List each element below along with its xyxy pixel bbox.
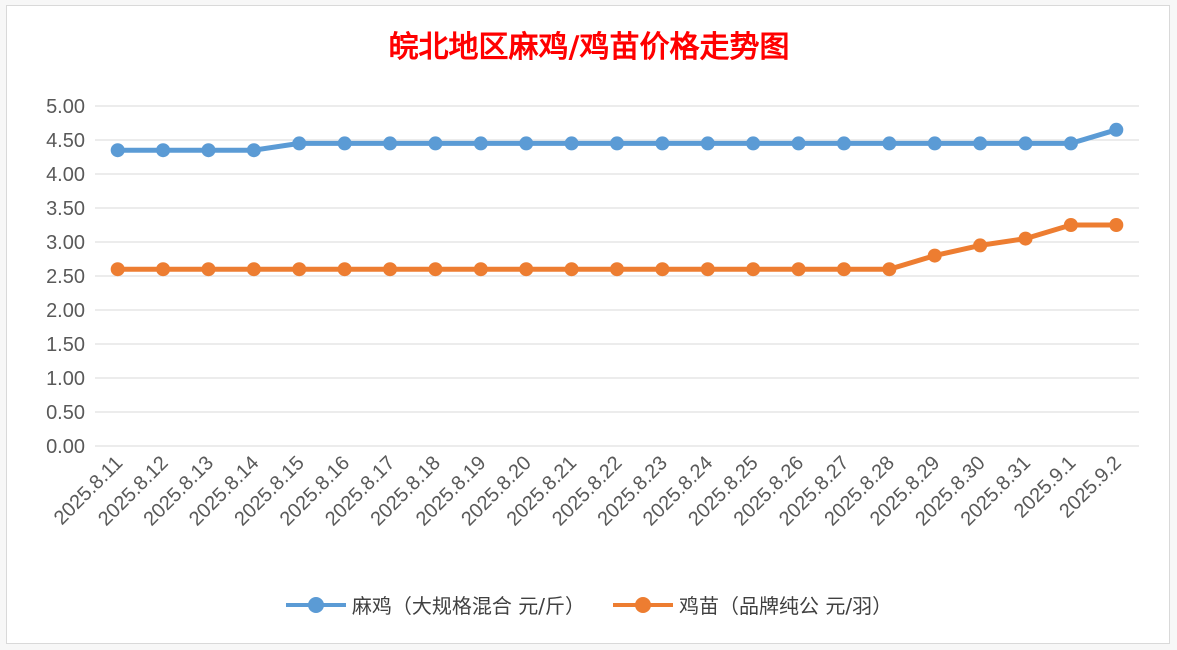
- data-point: [927, 248, 942, 263]
- data-point: [610, 136, 624, 151]
- y-tick-label: 4.00: [46, 164, 85, 186]
- legend-swatch-ma-ji: [285, 596, 346, 613]
- data-point: [791, 262, 806, 277]
- series-lines: [110, 122, 1124, 277]
- data-point: [836, 136, 851, 151]
- data-point: [383, 136, 398, 151]
- series-0: [110, 122, 1124, 158]
- data-point: [383, 262, 398, 277]
- data-point: [1109, 218, 1124, 232]
- data-point: [156, 143, 171, 158]
- data-point: [337, 262, 352, 277]
- y-tick-label: 0.50: [46, 402, 85, 424]
- y-tick-label: 0.00: [46, 436, 85, 458]
- data-point: [700, 262, 715, 277]
- data-point: [428, 136, 443, 151]
- data-point: [1109, 122, 1124, 137]
- series-1: [110, 218, 1124, 277]
- data-point: [428, 262, 443, 277]
- line-chart-plot: 0.00 0.50 1.00 1.50 2.00 2.50 3.00 3.50 4.00 4.50…: [46, 96, 1139, 530]
- data-point: [882, 136, 897, 151]
- data-point: [791, 136, 806, 151]
- data-point: [1063, 136, 1078, 151]
- data-point: [246, 143, 261, 158]
- y-tick-label: 4.50: [46, 130, 85, 152]
- data-point: [564, 262, 579, 277]
- data-point: [246, 262, 261, 277]
- chart-title: 皖北地区麻鸡/鸡苗价格走势图: [388, 30, 790, 65]
- data-point: [836, 262, 851, 277]
- data-point: [292, 136, 307, 151]
- data-point: [292, 262, 307, 277]
- chart-area[interactable]: 皖北地区麻鸡/鸡苗价格走势图 0.00 0.50 1.00 1.50 2.00 2.50 3…: [6, 5, 1170, 644]
- y-tick-label: 2.50: [46, 266, 85, 288]
- data-point: [610, 262, 624, 277]
- data-point: [655, 136, 670, 151]
- data-point: [337, 136, 352, 151]
- data-point: [882, 262, 897, 277]
- chart-legend: 麻鸡（大规格混合 元/斤） 鸡苗（品牌纯公 元/羽）: [7, 590, 1171, 619]
- y-tick-label: 1.50: [46, 334, 85, 356]
- data-point: [110, 143, 125, 158]
- data-point: [564, 136, 579, 151]
- legend-swatch-ji-miao: [613, 596, 673, 613]
- legend-item-ma-ji: 麻鸡（大规格混合 元/斤）: [285, 590, 585, 619]
- data-point: [655, 262, 670, 277]
- data-point: [973, 136, 988, 151]
- data-point: [1018, 231, 1033, 246]
- legend-label-ma-ji: 麻鸡（大规格混合 元/斤）: [351, 594, 585, 618]
- legend-label-ji-miao: 鸡苗（品牌纯公 元/羽）: [679, 594, 893, 618]
- data-point: [927, 136, 942, 151]
- y-tick-label: 3.50: [46, 198, 85, 220]
- y-tick-label: 3.00: [46, 232, 85, 254]
- data-point: [201, 143, 216, 158]
- gridlines: [95, 105, 1139, 447]
- y-axis-tick-labels: 0.00 0.50 1.00 1.50 2.00 2.50 3.00 3.50 4.00 4.50…: [46, 96, 85, 458]
- data-point: [473, 136, 488, 151]
- y-tick-label: 2.00: [46, 300, 85, 322]
- x-axis-tick-labels: 2025.8.112025.8.122025.8.132025.8.142025…: [50, 452, 1126, 530]
- data-point: [973, 238, 988, 253]
- data-point: [519, 136, 534, 151]
- data-point: [746, 136, 761, 151]
- data-point: [201, 262, 216, 277]
- data-point: [746, 262, 761, 277]
- data-point: [519, 262, 534, 277]
- legend-item-ji-miao: 鸡苗（品牌纯公 元/羽）: [613, 590, 892, 619]
- data-point: [156, 262, 171, 277]
- y-tick-label: 1.00: [46, 368, 85, 390]
- y-tick-label: 5.00: [46, 96, 85, 118]
- data-point: [700, 136, 715, 151]
- data-point: [473, 262, 488, 277]
- data-point: [1063, 218, 1078, 232]
- data-point: [1018, 136, 1033, 151]
- data-point: [110, 262, 125, 277]
